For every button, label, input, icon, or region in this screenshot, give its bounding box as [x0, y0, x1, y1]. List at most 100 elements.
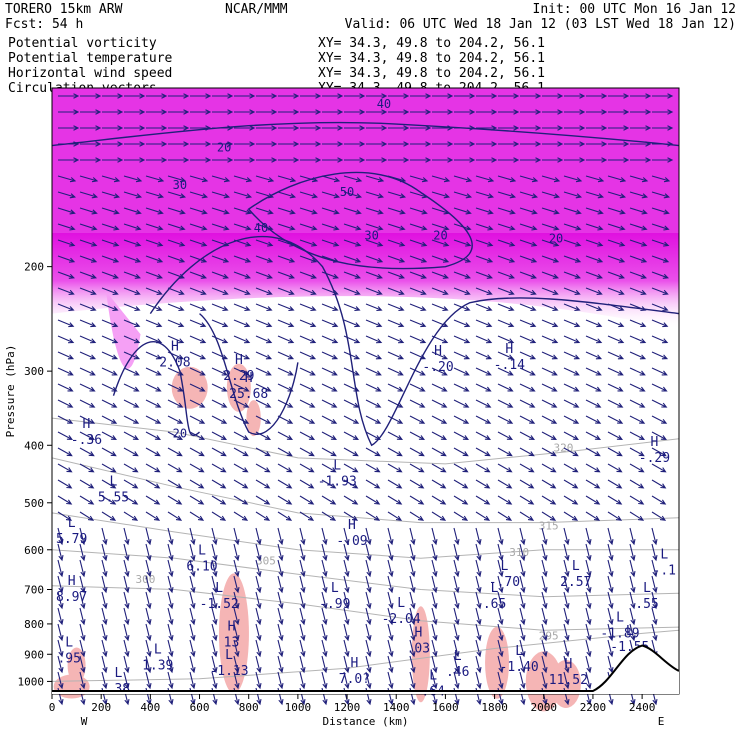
- circulation-vector: [189, 607, 196, 626]
- circulation-vector: [57, 191, 77, 199]
- circulation-vector: [167, 559, 174, 578]
- circulation-vector: [343, 175, 363, 183]
- circulation-vector: [79, 495, 95, 505]
- circulation-vector: [497, 287, 515, 295]
- circulation-vector: [629, 431, 646, 440]
- circulation-vector: [145, 639, 152, 658]
- circulation-vector: [145, 239, 164, 247]
- circulation-vector: [233, 255, 252, 263]
- legend-entry-name: Horizontal wind speed: [8, 66, 172, 81]
- circulation-vector: [475, 271, 493, 279]
- circulation-vector: [79, 447, 95, 457]
- extremum-marker: L: [660, 547, 668, 562]
- circulation-vector: [585, 239, 604, 247]
- circulation-vector: [585, 191, 605, 199]
- circulation-vector: [607, 223, 626, 231]
- extremum-value: -.09: [336, 534, 367, 549]
- circulation-vector: [343, 383, 360, 392]
- circulation-vector: [146, 157, 168, 163]
- circulation-vector: [211, 191, 231, 199]
- circulation-vector: [233, 287, 251, 295]
- circulation-vector: [651, 495, 667, 505]
- init-time: Init: 00 UTC Mon 16 Jan 12: [533, 2, 737, 17]
- circulation-vector: [453, 671, 460, 690]
- circulation-vector: [365, 239, 384, 247]
- circulation-vector: [321, 431, 338, 440]
- circulation-vector: [101, 351, 119, 360]
- extremum-marker: H: [83, 417, 91, 432]
- circulation-vector: [146, 93, 168, 99]
- legend-entry-xy: XY= 34.3, 49.8 to 204.2, 56.1: [318, 36, 545, 51]
- circulation-vector: [277, 399, 294, 408]
- circulation-vector: [497, 383, 514, 392]
- circulation-vector: [145, 383, 162, 392]
- circulation-vector: [277, 415, 294, 424]
- circulation-vector: [167, 671, 174, 690]
- circulation-vector: [101, 319, 119, 328]
- circulation-vector: [475, 239, 494, 247]
- extremum-value: .55: [635, 597, 658, 612]
- circulation-vector: [585, 399, 602, 408]
- circulation-vector: [277, 271, 295, 279]
- circulation-vector: [145, 399, 162, 408]
- x-tick-label: 200: [91, 701, 111, 714]
- circulation-vector: [145, 223, 164, 231]
- circulation-vector: [476, 141, 498, 147]
- circulation-vector: [475, 543, 482, 562]
- extremum-marker: H: [245, 371, 253, 386]
- circulation-vector: [497, 399, 514, 408]
- circulation-vector: [101, 175, 121, 183]
- circulation-vector: [387, 575, 394, 594]
- circulation-vector: [101, 255, 120, 263]
- circulation-vector: [629, 335, 647, 344]
- circulation-vector: [101, 527, 108, 546]
- circulation-vector: [365, 287, 383, 295]
- circulation-vector: [365, 559, 372, 578]
- circulation-vector: [299, 559, 306, 578]
- circulation-vector: [563, 367, 580, 376]
- circulation-vector: [299, 511, 315, 521]
- circulation-vector: [365, 495, 381, 505]
- theta-contour-label: 300: [135, 573, 155, 586]
- circulation-vector: [519, 495, 535, 505]
- center-title: NCAR/MMM: [225, 2, 288, 17]
- circulation-vector: [453, 207, 472, 215]
- circulation-vector: [387, 623, 394, 642]
- circulation-vector: [651, 207, 670, 215]
- circulation-vector: [365, 399, 382, 408]
- circulation-vector: [145, 367, 162, 376]
- circulation-vector: [145, 335, 163, 344]
- theta-contour-label: 320: [553, 442, 573, 455]
- circulation-vector: [497, 527, 504, 546]
- circulation-vector: [277, 223, 296, 231]
- circulation-vector: [277, 479, 293, 489]
- circulation-vector: [102, 93, 124, 99]
- circulation-vector: [101, 543, 108, 562]
- circulation-vector: [321, 383, 338, 392]
- circulation-vector: [343, 223, 362, 231]
- circulation-vector: [563, 607, 570, 626]
- circulation-vector: [189, 351, 207, 360]
- circulation-vector: [409, 655, 416, 674]
- circulation-vector: [387, 383, 404, 392]
- circulation-vector: [409, 559, 416, 578]
- circulation-vector: [629, 623, 636, 642]
- circulation-vector: [255, 287, 273, 295]
- circulation-vector: [167, 415, 184, 424]
- circulation-vector: [563, 255, 582, 263]
- circulation-vector: [387, 655, 394, 674]
- circulation-vector: [475, 207, 494, 215]
- circulation-vector: [387, 335, 405, 344]
- circulation-vector: [145, 671, 152, 690]
- circulation-vector: [585, 335, 603, 344]
- circulation-vector: [607, 431, 624, 440]
- circulation-vector: [278, 157, 300, 163]
- circulation-vector: [79, 191, 99, 199]
- circulation-vector: [409, 367, 426, 376]
- circulation-vector: [233, 303, 251, 312]
- circulation-vector: [80, 125, 102, 131]
- circulation-vector: [277, 175, 297, 183]
- circulation-vector: [365, 623, 372, 642]
- circulation-vector: [343, 303, 361, 312]
